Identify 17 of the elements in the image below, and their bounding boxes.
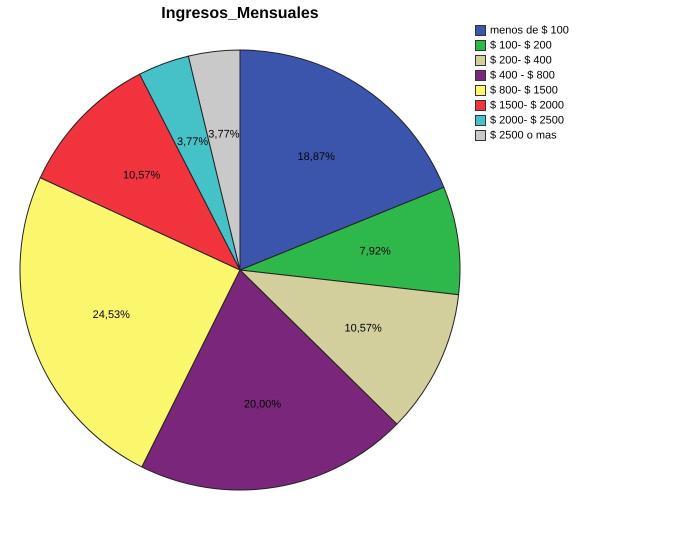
legend-label: $ 1500- $ 2000 (490, 100, 564, 112)
data-label: 10,57% (344, 322, 382, 335)
data-label: 7,92% (360, 245, 391, 258)
data-label: 18,87% (298, 150, 336, 163)
legend-label: $ 2000- $ 2500 (490, 114, 564, 126)
legend-label: $ 100- $ 200 (490, 40, 552, 52)
legend-label: $ 2500 o mas (490, 130, 558, 142)
data-label: 24,53% (92, 309, 130, 322)
data-label: 3,77% (176, 136, 208, 148)
data-label: 20,00% (244, 398, 282, 411)
legend-label: $ 400 - $ 800 (490, 70, 555, 82)
data-label: 3,77% (208, 128, 240, 141)
legend-label: menos de $ 100 (490, 24, 569, 36)
legend-label: $ 200- $ 400 (490, 54, 552, 66)
chart-title: Ingresos_Mensuales (161, 5, 319, 22)
data-label: 10,57% (122, 170, 160, 182)
legend-label: $ 800- $ 1500 (490, 84, 558, 96)
